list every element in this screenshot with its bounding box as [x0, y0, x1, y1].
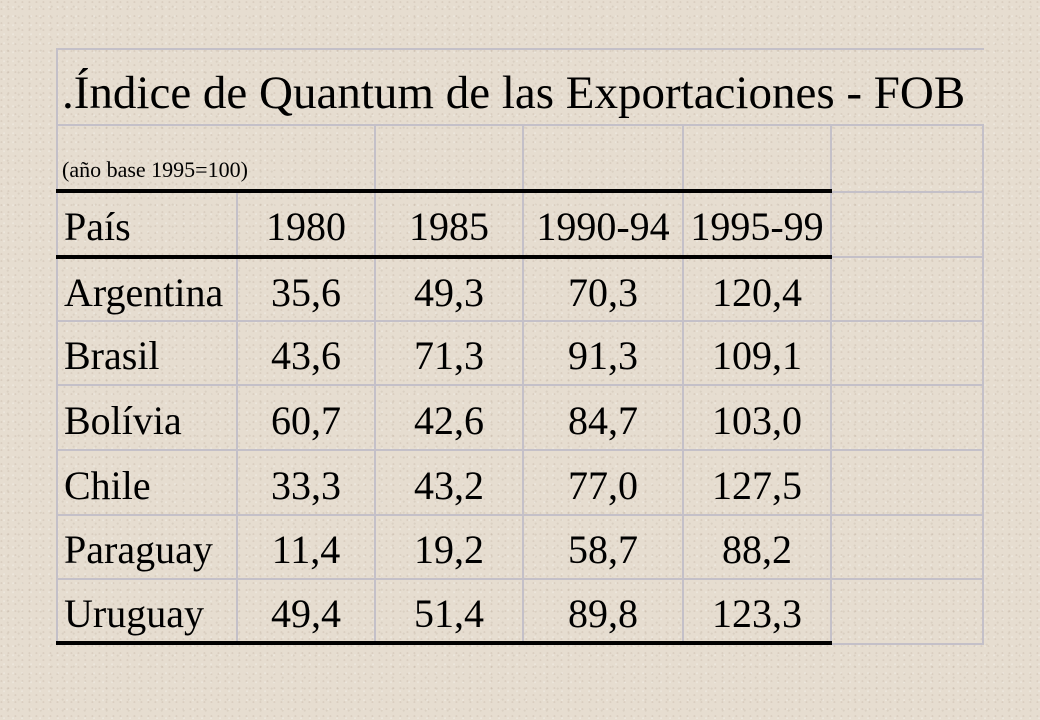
table-cell: 127,5 [712, 463, 802, 508]
table-row-country: Argentina [64, 270, 224, 315]
grid-line [56, 124, 984, 126]
grid-line [236, 193, 238, 645]
table-cell: 88,2 [722, 527, 792, 572]
header-top-rule [56, 189, 832, 193]
grid-line [56, 514, 984, 516]
table-cell: 123,3 [712, 591, 802, 636]
table-cell: 60,7 [271, 398, 341, 443]
grid-line [374, 124, 376, 645]
grid-line [56, 384, 984, 386]
grid-line [682, 124, 684, 645]
page-title: .Índice de Quantum de las Exportaciones … [62, 67, 966, 119]
table-cell: 11,4 [271, 527, 341, 572]
table-cell: 77,0 [568, 463, 638, 508]
table-row-country: Brasil [64, 333, 160, 378]
table-cell: 84,7 [568, 398, 638, 443]
grid-line [830, 256, 984, 258]
grid-line [522, 124, 524, 645]
base-year-note: (año base 1995=100) [62, 157, 248, 182]
table-row-country: Bolívia [64, 398, 182, 443]
table-cell: 70,3 [568, 270, 638, 315]
table-cell: 49,3 [414, 270, 484, 315]
table-bottom-rule [56, 641, 832, 645]
grid-line [56, 48, 58, 645]
grid-line [830, 191, 984, 193]
table-cell: 43,2 [414, 463, 484, 508]
table-cell: 71,3 [414, 333, 484, 378]
table-cell: 103,0 [712, 398, 802, 443]
table-cell: 109,1 [712, 333, 802, 378]
table-cell: 58,7 [568, 527, 638, 572]
header-1995-99: 1995-99 [690, 204, 824, 249]
grid-line [830, 124, 832, 645]
header-bottom-rule [56, 255, 832, 259]
grid-line [56, 578, 984, 580]
header-country: País [64, 204, 131, 249]
table-cell: 89,8 [568, 591, 638, 636]
header-1980: 1980 [266, 204, 346, 249]
table-row-country: Paraguay [64, 527, 213, 572]
header-1990-94: 1990-94 [536, 204, 670, 249]
table-cell: 35,6 [271, 270, 341, 315]
table-row-country: Chile [64, 463, 151, 508]
table-row-country: Uruguay [64, 591, 204, 636]
table-cell: 51,4 [414, 591, 484, 636]
grid-line [830, 643, 984, 645]
grid-line [982, 124, 984, 645]
grid-line [56, 320, 984, 322]
table-cell: 33,3 [271, 463, 341, 508]
grid-line [56, 48, 984, 50]
table-cell: 120,4 [712, 270, 802, 315]
table-cell: 49,4 [271, 591, 341, 636]
table-cell: 42,6 [414, 398, 484, 443]
header-1985: 1985 [409, 204, 489, 249]
grid-line [56, 449, 984, 451]
table-cell: 19,2 [414, 527, 484, 572]
table-cell: 43,6 [271, 333, 341, 378]
table-cell: 91,3 [568, 333, 638, 378]
